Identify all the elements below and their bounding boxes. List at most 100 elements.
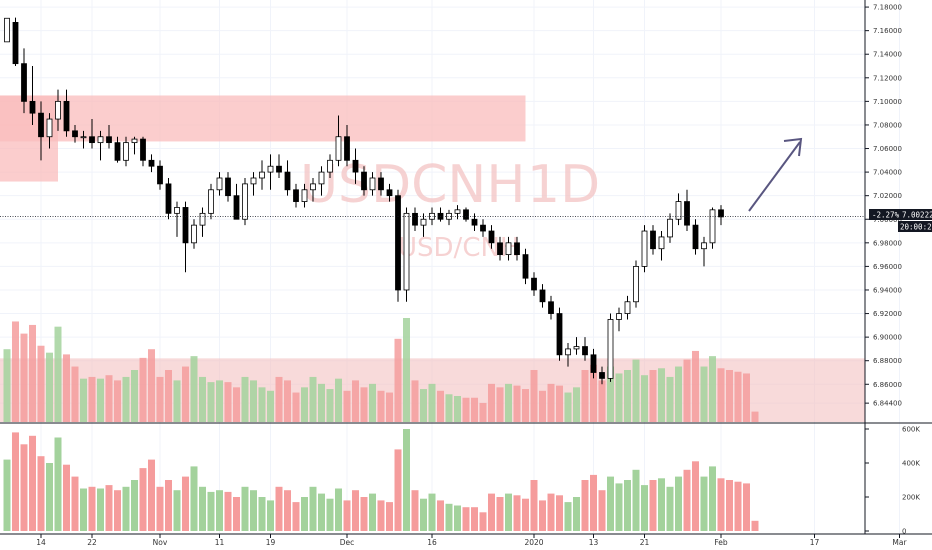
- trend-arrow-head: [783, 137, 803, 157]
- candle-body: [667, 218, 673, 238]
- volume-bar: [335, 488, 342, 531]
- candle-body: [599, 372, 605, 379]
- volume-bar: [513, 495, 521, 531]
- candle-body: [565, 348, 571, 356]
- volume-bar: [547, 493, 555, 531]
- candle-body: [293, 189, 299, 202]
- volume-overlay-bar: [131, 370, 138, 422]
- time-tick-label: Dec: [340, 538, 355, 547]
- volume-overlay-bar: [394, 338, 402, 422]
- volume-bar: [649, 480, 657, 531]
- candle-body: [106, 136, 112, 144]
- candle-body: [539, 289, 546, 303]
- volume-bar: [386, 502, 393, 531]
- time-tick-label: Mar: [892, 538, 907, 547]
- volume-bar: [598, 490, 606, 531]
- time-tick-label: 14: [36, 538, 46, 547]
- candle-body: [386, 189, 393, 197]
- candle-body: [505, 242, 512, 256]
- candle-body: [97, 136, 104, 144]
- volume-bar: [564, 502, 572, 531]
- candle-body: [301, 189, 308, 202]
- volume-bar: [20, 444, 28, 531]
- volume-overlay-bar: [505, 383, 512, 422]
- candle-body: [403, 212, 410, 291]
- volume-bar: [190, 466, 198, 531]
- volume-overlay-bar: [700, 366, 708, 422]
- volume-overlay-bar: [37, 345, 45, 422]
- volume-overlay-bar: [428, 383, 436, 422]
- volume-tick-label: 600K: [902, 426, 920, 434]
- candle-body: [522, 254, 529, 279]
- volume-bar: [445, 503, 453, 531]
- candle-body: [327, 159, 333, 173]
- watermark-symbol: USDCNH: [300, 155, 525, 215]
- volume-overlay-bar: [496, 387, 504, 422]
- volume-overlay-bar: [488, 383, 495, 422]
- volume-overlay-bar: [386, 392, 393, 422]
- candle-body: [684, 201, 690, 226]
- supply-zone: [0, 95, 58, 182]
- volume-bar: [156, 486, 164, 531]
- time-tick-label: 16: [427, 538, 437, 547]
- volume-overlay-bar: [403, 318, 410, 422]
- volume-overlay-bar: [607, 366, 614, 422]
- watermark-timeframe: 1D: [527, 155, 600, 215]
- last-price-value: 7.00222: [902, 211, 932, 220]
- volume-overlay-bar: [335, 378, 342, 422]
- candle-body: [352, 159, 359, 173]
- volume-bar: [292, 502, 300, 531]
- volume-overlay-bar: [530, 370, 538, 422]
- volume-bar: [454, 505, 461, 531]
- candle-body: [344, 136, 350, 161]
- candle-body: [471, 218, 478, 226]
- candle-body: [420, 218, 427, 226]
- price-tick-label: 7.14000: [873, 51, 902, 59]
- volume-overlay-bar: [224, 382, 232, 422]
- volume-overlay-bar: [462, 397, 470, 422]
- volume-overlay-bar: [29, 324, 36, 422]
- supply-zone: [0, 95, 526, 142]
- volume-overlay-bar: [250, 380, 257, 422]
- trend-arrow-line: [748, 141, 801, 212]
- volume-bar: [122, 486, 130, 531]
- volume-bar: [573, 497, 580, 531]
- candle-body: [267, 165, 274, 173]
- volume-overlay-bar: [683, 359, 691, 422]
- symbol-watermark: USDCNH 1D USD/CNH: [300, 155, 600, 263]
- volume-bar: [309, 486, 317, 531]
- volume-bar: [437, 500, 444, 531]
- candle-body: [369, 177, 376, 191]
- volume-bar: [131, 480, 138, 531]
- volume-overlay-bar: [46, 352, 53, 422]
- last-price-tags: -2.27% 7.00222 20:00:20: [869, 209, 932, 232]
- time-tick-label: 17: [810, 538, 820, 547]
- price-tick-label: 7.16000: [873, 27, 902, 35]
- volume-overlay-bar: [199, 376, 206, 422]
- volume-bar: [173, 490, 181, 531]
- candle-body: [242, 183, 248, 220]
- time-tick-label: Feb: [714, 538, 728, 547]
- volume-bar: [258, 497, 266, 531]
- candle-body: [80, 136, 87, 139]
- volume-overlay-bar: [573, 387, 580, 422]
- time-tick-label: 21: [640, 538, 650, 547]
- candle-body: [497, 242, 503, 256]
- volume-bar: [539, 500, 546, 531]
- volume-bar: [505, 493, 512, 531]
- volume-bar: [522, 498, 529, 531]
- volume-overlay-bar: [233, 387, 240, 422]
- volume-bar: [114, 490, 121, 531]
- volume-bar: [224, 491, 232, 531]
- candle-body: [199, 212, 206, 226]
- price-tick-label: 6.92000: [873, 310, 902, 318]
- candle-body: [463, 209, 469, 220]
- volume-overlay-bar: [556, 385, 563, 422]
- candle-body: [114, 142, 121, 161]
- volume-overlay-bar: [258, 387, 266, 422]
- volume-bar: [496, 497, 504, 531]
- time-tick-label: 11: [215, 538, 225, 547]
- candle-body: [157, 165, 163, 185]
- volume-bar: [46, 463, 53, 531]
